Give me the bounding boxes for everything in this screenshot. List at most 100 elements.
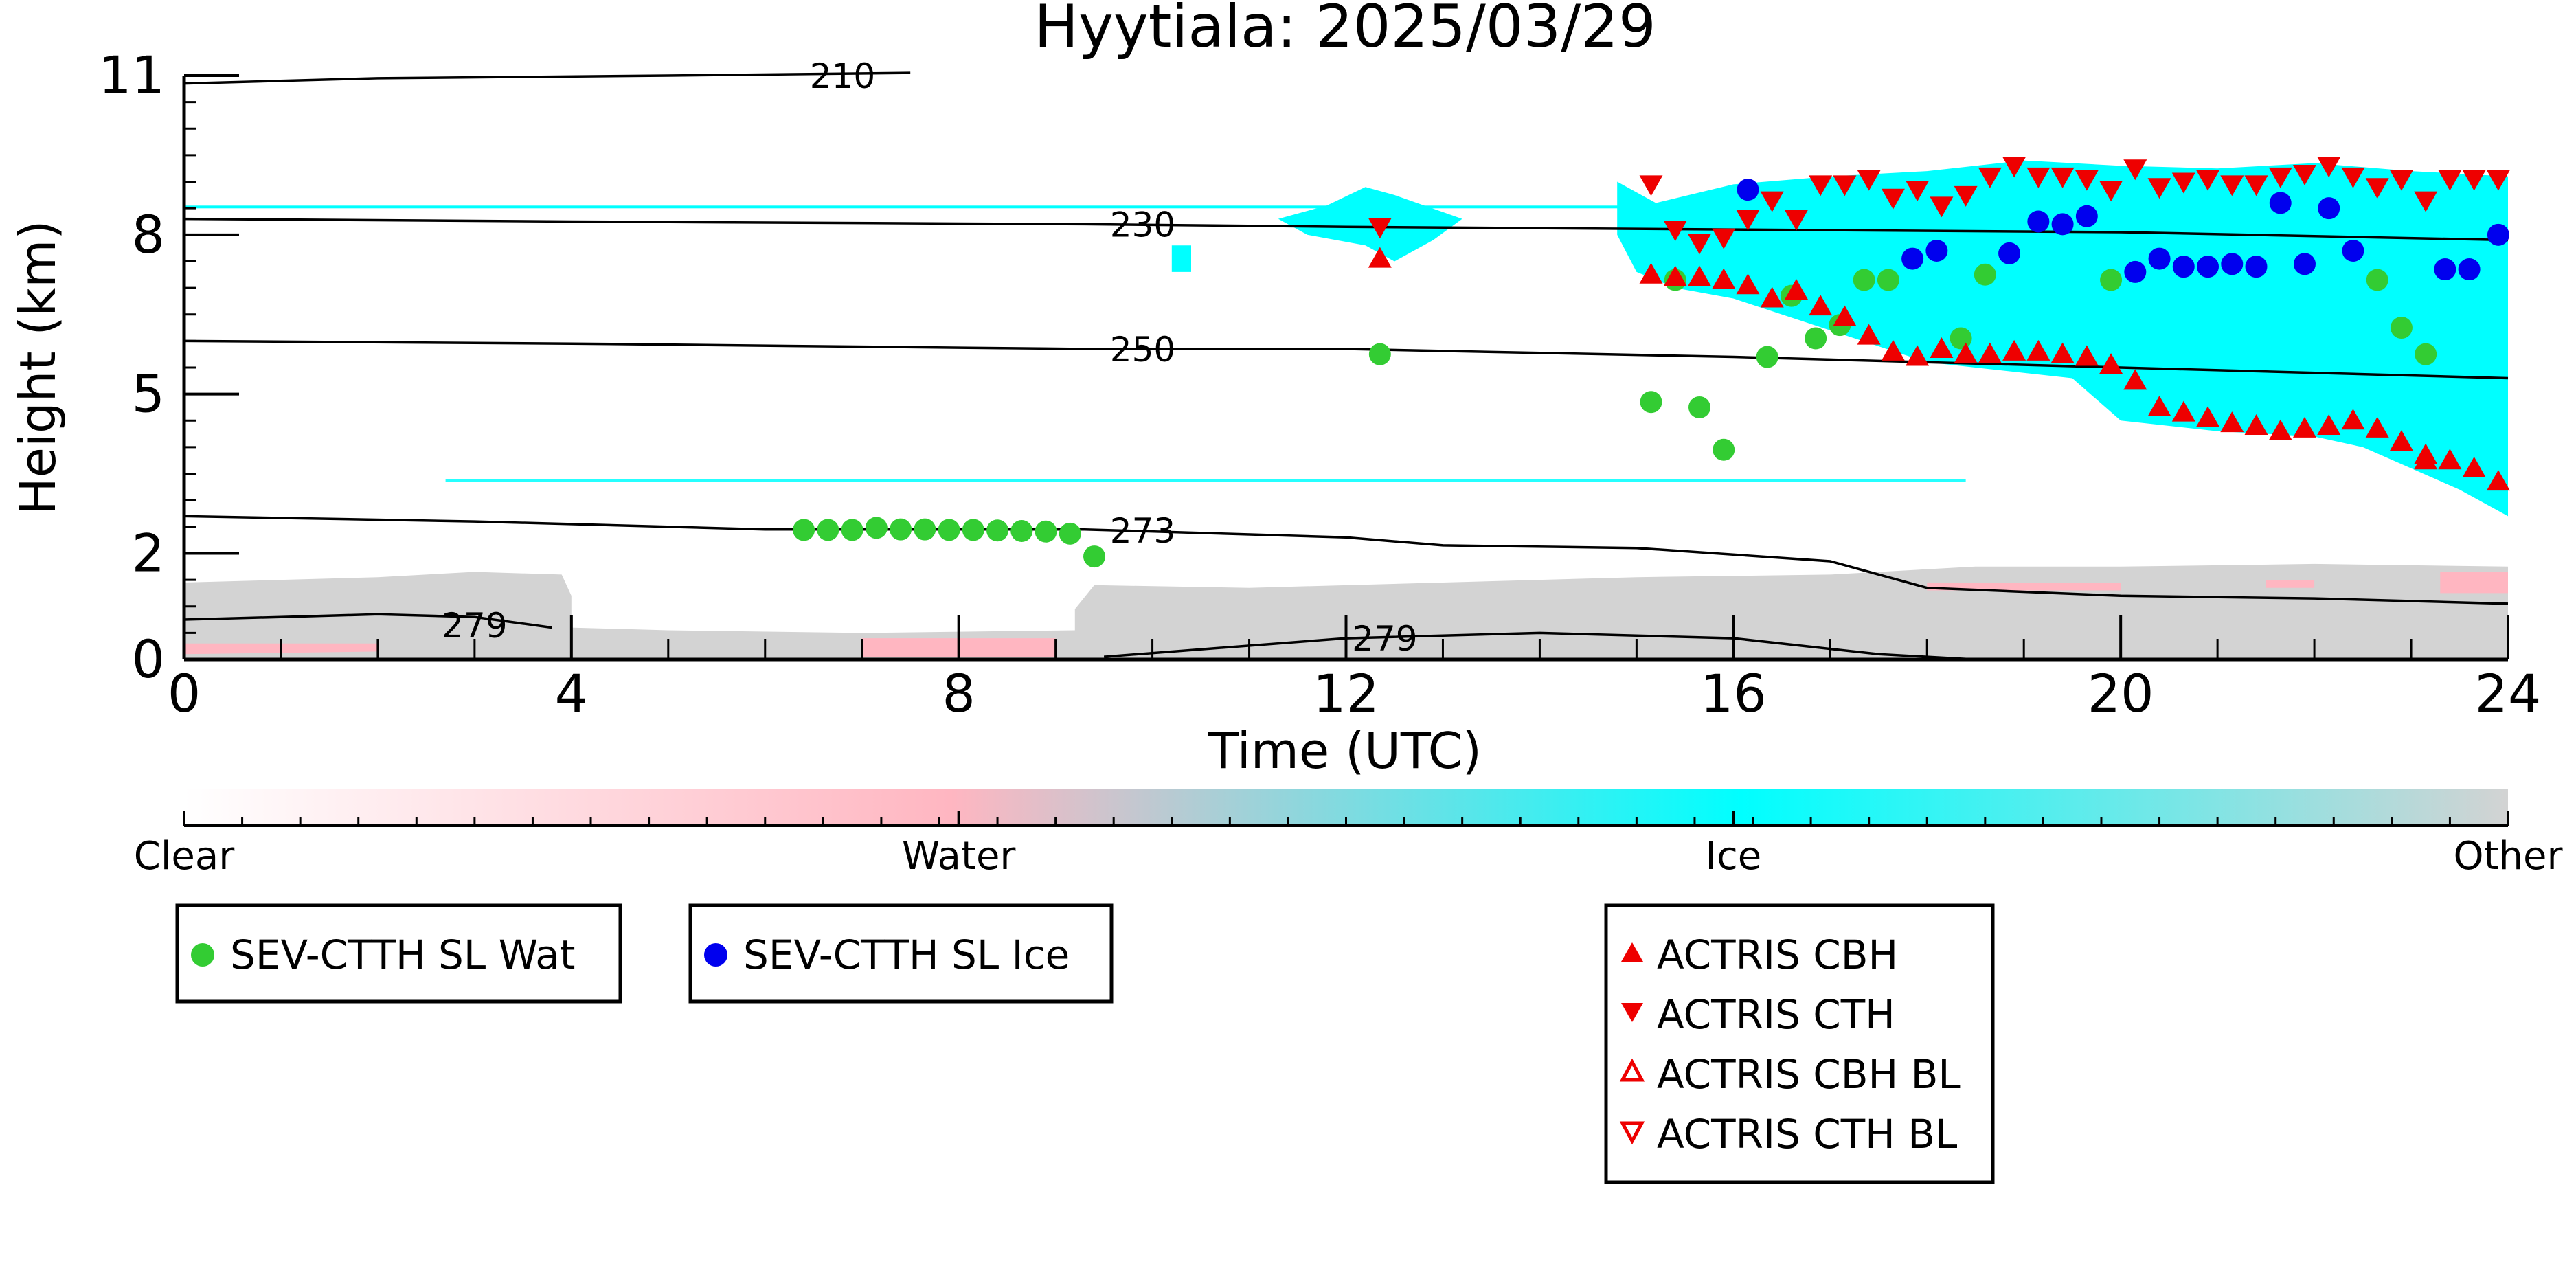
actris-cth-point [1639, 175, 1663, 196]
legend-label-cth: ACTRIS CTH [1657, 991, 1895, 1038]
actris-cbh-point [2292, 416, 2316, 438]
actris-cbh-point [1784, 278, 1808, 300]
axes: 0 2 5 8 11 0 4 8 12 16 20 24 [98, 45, 2541, 724]
sev-ctth-sl-wat-point [1756, 346, 1778, 368]
actris-cth-point [1736, 210, 1760, 231]
actris-cth-point [1712, 228, 1736, 249]
contour-line-230 [183, 217, 2509, 242]
legend-box-ice [688, 903, 1114, 1004]
sev-ctth-sl-ice-point [2027, 210, 2050, 233]
x-tick-label: 12 [1313, 663, 1379, 724]
actris-cth-point [2389, 170, 2413, 191]
actris-cth-point [1809, 175, 1833, 196]
actris-cth-point [1930, 196, 1954, 218]
actris-cbh-point [2171, 400, 2195, 422]
x-tick-label: 0 [168, 663, 201, 724]
actris-cth-point [1978, 167, 2002, 188]
chart-title: Hyytiala: 2025/03/29 [1034, 0, 1656, 61]
actris-cbh-point [2438, 449, 2462, 470]
colorbar-label-water: Water [902, 834, 1017, 879]
actris-cbh-point [2268, 419, 2292, 440]
y-tick-label: 11 [98, 45, 165, 106]
actris-cbh-point [1368, 247, 1392, 268]
actris-cth-point [2075, 170, 2099, 191]
legend-label-cbh: ACTRIS CBH [1657, 931, 1898, 978]
actris-cbh-point [2389, 430, 2413, 451]
actris-cth-point [1687, 234, 1711, 255]
sev-ctth-sl-ice-point [1998, 242, 2021, 264]
sev-ctth-sl-ice-point [2458, 258, 2481, 281]
actris-cbh-point [1639, 262, 1663, 284]
actris-cbh-point [2196, 406, 2220, 427]
sev-ctth-sl-ice-point [2293, 253, 2316, 275]
sev-ctth-sl-ice-point [2342, 240, 2364, 262]
sev-ctth-sl-wat-point [2100, 269, 2123, 291]
actris-cth-point [1857, 170, 1881, 191]
actris-cth-point [1881, 188, 1905, 210]
contour-line-279 [183, 613, 552, 629]
actris-cth-point [1784, 210, 1808, 231]
actris-cth-point [2414, 191, 2438, 212]
actris-cbh-point [1712, 268, 1736, 289]
sev-ctth-sl-wat-point [1974, 263, 1996, 286]
water-layer-4 [2266, 580, 2315, 588]
sev-ctth-sl-wat-point [914, 518, 936, 541]
sev-ctth-sl-wat-point [865, 517, 888, 539]
actris-cbh-point [2147, 395, 2171, 416]
legend-label-ice: SEV-CTTH SL Ice [743, 931, 1070, 978]
actris-cbh-point [1930, 337, 1954, 358]
actris-cbh-point [1663, 265, 1687, 286]
actris-cth-point [2050, 167, 2075, 188]
actris-cth-point [2244, 175, 2268, 196]
contour-line-273 [183, 515, 2509, 605]
actris-cth-point [2147, 178, 2171, 199]
legend-label-cth-bl: ACTRIS CTH BL [1657, 1111, 1957, 1157]
actris-cbh-point [2002, 339, 2026, 361]
legend-marker-cbh [1621, 942, 1643, 962]
legend-marker-cth [1621, 1003, 1643, 1022]
x-tick-label: 24 [2475, 663, 2542, 724]
legend-marker-cth-bl [1619, 1121, 1645, 1145]
actris-cbh-point [2341, 409, 2365, 430]
legend-marker-water [191, 943, 214, 967]
actris-cth-point [2099, 181, 2123, 202]
actris-cth-point [2171, 172, 2195, 194]
actris-cbh-point [2026, 339, 2050, 361]
legend-box-water [175, 903, 622, 1004]
actris-cbh-point [2244, 414, 2268, 435]
sev-ctth-sl-ice-point [2221, 253, 2244, 275]
actris-cbh-point [2317, 414, 2341, 435]
sev-ctth-sl-ice-point [2075, 205, 2098, 227]
actris-cth-point [1954, 185, 1978, 207]
actris-cbh-point [2050, 342, 2075, 363]
sev-ctth-sl-ice-point [2269, 192, 2292, 214]
sev-ctth-sl-wat-point [1035, 520, 1057, 543]
actris-cth-point [2026, 167, 2050, 188]
y-tick-label: 5 [132, 363, 165, 425]
ice-layer-main [1617, 160, 2508, 517]
actris-cbh-point [1687, 265, 1711, 286]
actris-cbh-point [2486, 470, 2510, 491]
actris-cbh-point [1736, 273, 1760, 295]
actris-cth-point [2341, 167, 2365, 188]
sev-ctth-sl-ice-point [1737, 179, 1759, 201]
sev-ctth-sl-ice-point [2487, 223, 2509, 246]
colorbar-label-clear: Clear [134, 834, 235, 879]
contour-label-250: 250 [1110, 330, 1175, 370]
x-axis-label: Time (UTC) [1208, 722, 1482, 780]
actris-cbh-point [2099, 353, 2123, 374]
sev-ctth-sl-wat-point [1640, 391, 1662, 414]
sev-ctth-sl-ice-point [1901, 247, 1924, 270]
sev-ctth-sl-wat-point [1805, 327, 1827, 350]
sev-ctth-sl-wat-point [1083, 545, 1106, 568]
legend-marker-ice [704, 943, 727, 967]
actris-cbh-point [2123, 369, 2147, 390]
sev-ctth-sl-wat-point [817, 519, 839, 541]
actris-cth-point [2486, 170, 2510, 191]
actris-cth-point [2292, 164, 2316, 185]
sev-ctth-sl-ice-point [2148, 247, 2171, 270]
x-tick-label: 4 [555, 663, 588, 724]
actris-cbh-point [1857, 324, 1881, 345]
sev-ctth-sl-wat-point [1368, 343, 1391, 365]
